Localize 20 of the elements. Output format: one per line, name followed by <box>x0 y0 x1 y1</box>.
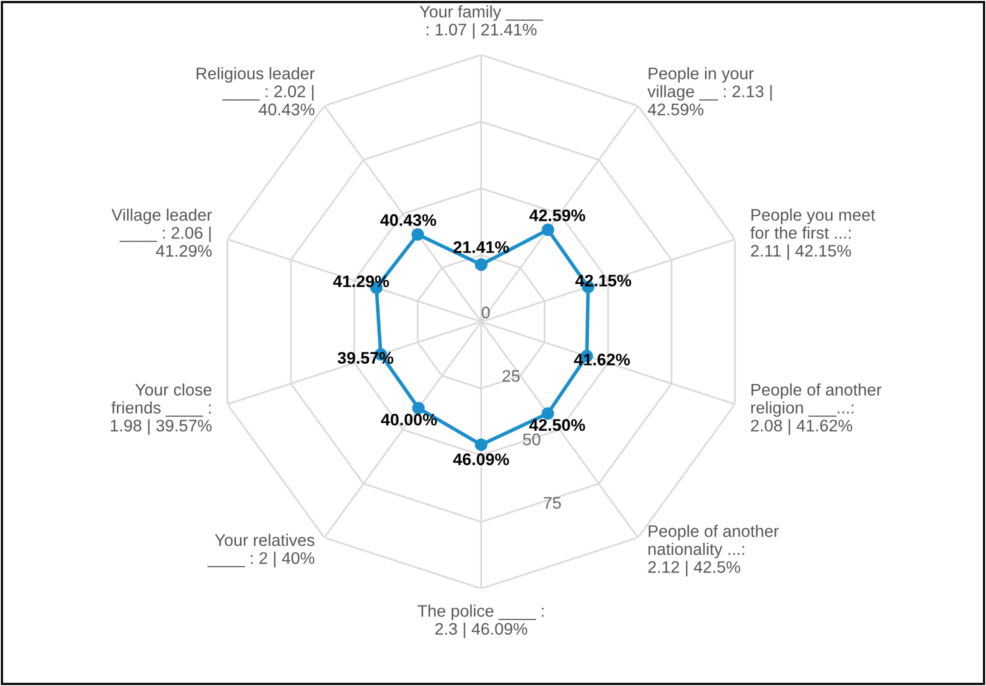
y-tick-label: 75 <box>544 497 561 509</box>
y-tick-label: 0 <box>482 306 490 318</box>
spoke-label: Your relatives ____ : 2 | 40% <box>207 534 314 568</box>
spoke-label: Your family ____ : 1.07 | 21.41% <box>420 5 544 39</box>
y-tick-label: 25 <box>502 370 520 382</box>
spoke-label: People of another nationality ...: 2.12 | 42.5% <box>648 524 779 576</box>
data-label: 42.50% <box>529 419 586 431</box>
y-tick-label: 50 <box>523 434 540 446</box>
data-label: 40.43% <box>380 214 436 226</box>
spoke-label: People in your village __ : 2.13 | 42.59% <box>647 67 772 116</box>
data-label: 40.00% <box>381 414 437 426</box>
spoke-label: Your close friends ____ : 1.98 | 39.57% <box>110 383 212 435</box>
spoke-label: People of another religion ___...: 2.08 | 41.62% <box>751 383 882 435</box>
spoke-label: Village leader ____ : 2.06 | 41.29% <box>112 208 212 257</box>
spoke-label: People you meet for the first ...: 2.11 | 42.15% <box>750 208 876 260</box>
data-label: 42.59% <box>529 210 586 222</box>
data-label: 21.41% <box>453 241 509 254</box>
spoke-label: The police ____ : 2.3 | 46.09% <box>418 604 544 638</box>
spoke-label: Religious leader ____ : 2.02 | 40.43% <box>196 67 315 116</box>
data-label: 46.09% <box>453 453 509 466</box>
